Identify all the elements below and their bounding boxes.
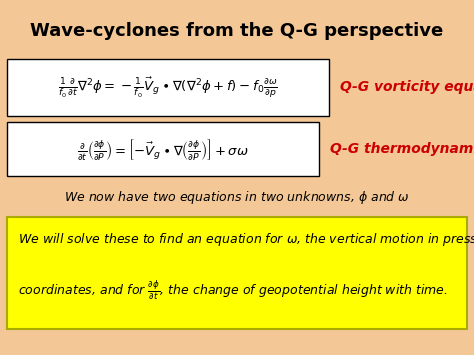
FancyBboxPatch shape [7, 217, 467, 329]
Text: $\frac{\partial}{\partial t}\left(\frac{\partial \phi}{\partial P}\right) = \lef: $\frac{\partial}{\partial t}\left(\frac{… [77, 137, 249, 162]
FancyBboxPatch shape [7, 122, 319, 176]
Text: Q-G thermodynamic equation: Q-G thermodynamic equation [330, 142, 474, 156]
Text: $\frac{1}{f_0}\frac{\partial}{\partial t}\nabla^2\phi = -\frac{1}{f_0}\vec{V}_g : $\frac{1}{f_0}\frac{\partial}{\partial t… [58, 75, 278, 100]
Text: coordinates, and for $\frac{\partial\phi}{\partial t}$, the change of geopotenti: coordinates, and for $\frac{\partial\phi… [18, 278, 448, 302]
Text: Q-G vorticity equation: Q-G vorticity equation [340, 81, 474, 94]
Text: Wave-cyclones from the Q-G perspective: Wave-cyclones from the Q-G perspective [30, 22, 444, 40]
Text: We will solve these to find an equation for $\omega$, the vertical motion in pre: We will solve these to find an equation … [18, 231, 474, 248]
FancyBboxPatch shape [7, 59, 329, 116]
Text: We now have two equations in two unknowns, $\phi$ and $\omega$: We now have two equations in two unknown… [64, 189, 410, 206]
